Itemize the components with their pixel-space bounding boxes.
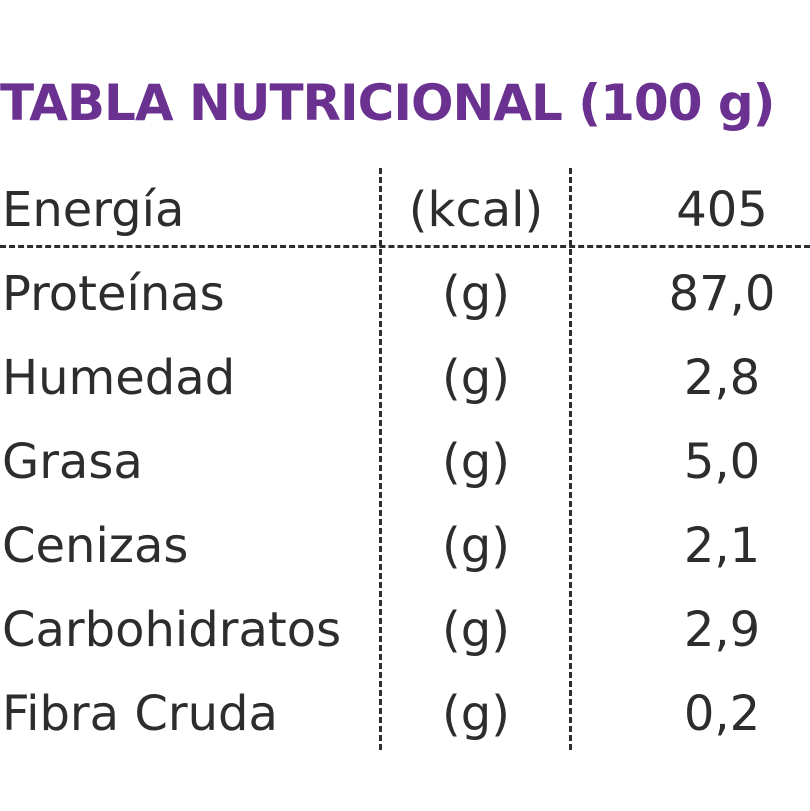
row-value: 2,1: [683, 518, 761, 574]
header-divider: [0, 245, 810, 248]
table-row: Cenizas (g) 2,1: [0, 504, 810, 588]
row-label: Fibra Cruda: [2, 686, 278, 742]
row-label: Humedad: [2, 350, 236, 406]
row-value: 2,8: [683, 350, 761, 406]
row-unit: (g): [442, 350, 510, 406]
row-value: 87,0: [668, 266, 776, 322]
row-label: Grasa: [2, 434, 143, 490]
column-divider-1: [379, 168, 382, 750]
row-value: 5,0: [683, 434, 761, 490]
table-row: Fibra Cruda (g) 0,2: [0, 672, 810, 756]
row-value: 0,2: [683, 686, 761, 742]
row-unit: (kcal): [408, 182, 544, 238]
row-unit: (g): [442, 434, 510, 490]
nutrition-table: Energía (kcal) 405 Proteínas (g) 87,0 Hu…: [0, 168, 810, 758]
row-label: Carbohidratos: [2, 602, 342, 658]
row-label: Energía: [2, 182, 185, 238]
table-row: Grasa (g) 5,0: [0, 420, 810, 504]
row-unit: (g): [442, 686, 510, 742]
table-row-energia: Energía (kcal) 405: [0, 168, 810, 252]
row-value: 2,9: [683, 602, 761, 658]
row-label: Cenizas: [2, 518, 189, 574]
table-row: Proteínas (g) 87,0: [0, 252, 810, 336]
table-title: TABLA NUTRICIONAL (100 g): [0, 74, 776, 132]
row-unit: (g): [442, 266, 510, 322]
row-label: Proteínas: [2, 266, 225, 322]
table-row: Carbohidratos (g) 2,9: [0, 588, 810, 672]
row-unit: (g): [442, 518, 510, 574]
column-divider-2: [569, 168, 572, 750]
row-value: 405: [676, 182, 768, 238]
row-unit: (g): [442, 602, 510, 658]
table-row: Humedad (g) 2,8: [0, 336, 810, 420]
